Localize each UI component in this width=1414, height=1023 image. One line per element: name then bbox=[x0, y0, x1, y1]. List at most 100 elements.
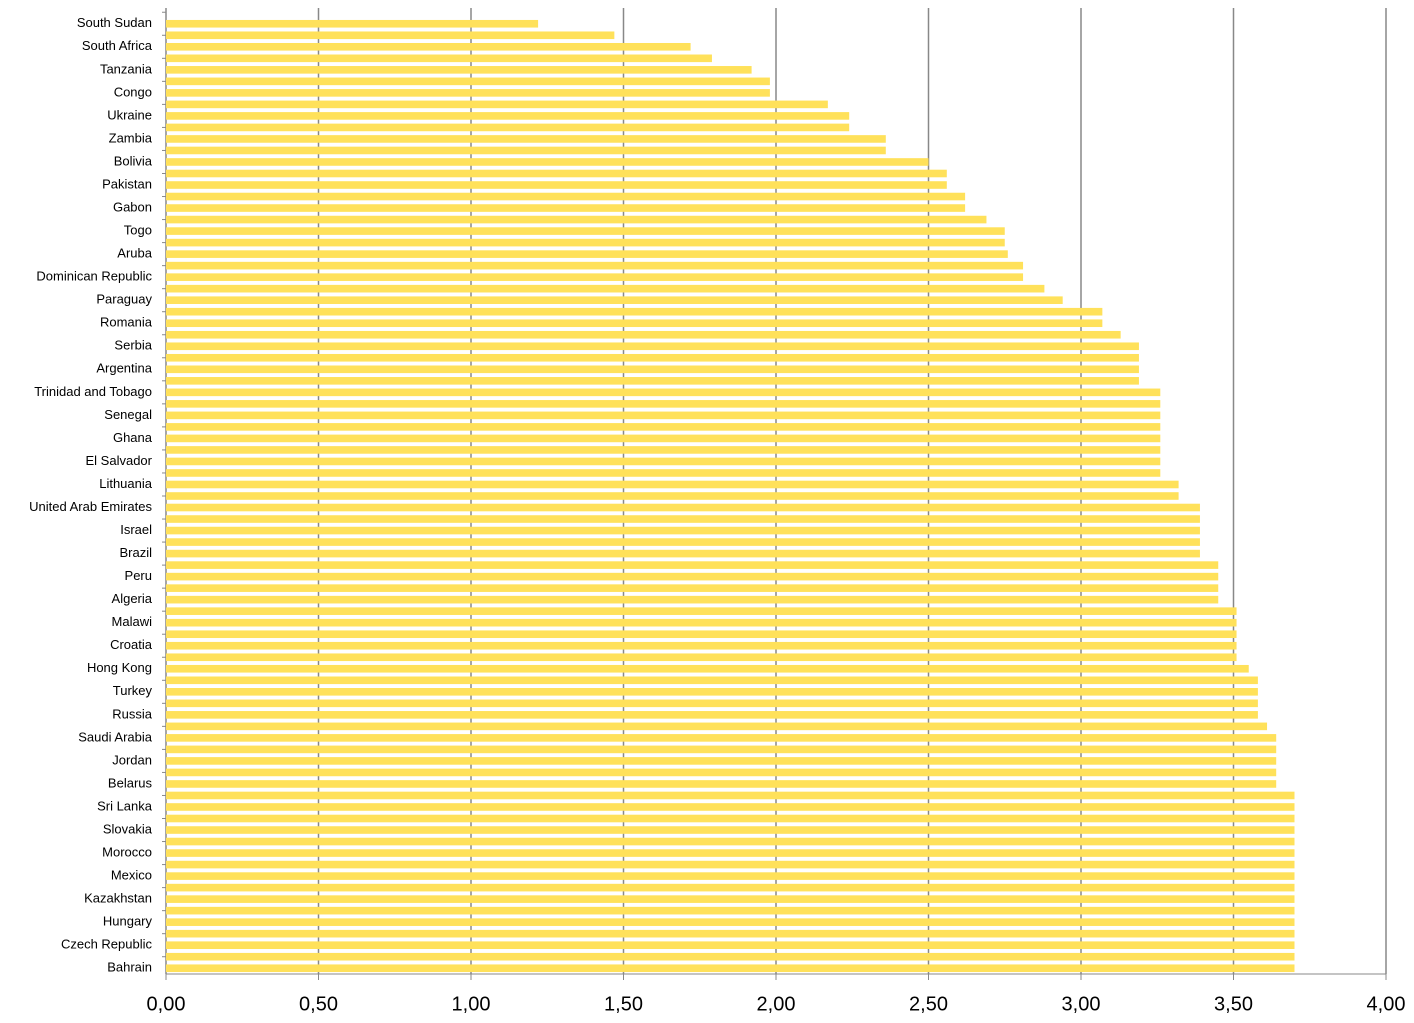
y-tick-label: Algeria bbox=[112, 591, 153, 606]
bar bbox=[166, 112, 850, 120]
bar bbox=[166, 307, 1103, 316]
x-tick-label: 2,50 bbox=[909, 993, 948, 1015]
y-tick-label: El Salvador bbox=[86, 453, 153, 468]
y-tick-label: Czech Republic bbox=[61, 937, 153, 952]
bar bbox=[166, 883, 1295, 892]
bar bbox=[166, 826, 1295, 834]
bar bbox=[166, 353, 1139, 362]
y-tick-label: Argentina bbox=[96, 361, 152, 376]
bar bbox=[166, 89, 770, 97]
y-tick-label: Pakistan bbox=[102, 176, 152, 191]
bar bbox=[166, 676, 1258, 685]
bar bbox=[166, 457, 1161, 466]
bar bbox=[166, 181, 947, 189]
x-tick-label: 0,00 bbox=[147, 993, 186, 1015]
x-tick-label: 2,00 bbox=[757, 993, 796, 1015]
y-tick-label: South Sudan bbox=[77, 15, 152, 30]
y-tick-label: Peru bbox=[125, 568, 152, 583]
bar bbox=[166, 31, 615, 40]
y-tick-label: Sri Lanka bbox=[97, 798, 153, 813]
bar bbox=[166, 780, 1277, 788]
y-tick-label: Senegal bbox=[104, 407, 152, 422]
y-tick-label: Hungary bbox=[103, 914, 153, 929]
y-tick-label: Morocco bbox=[102, 844, 152, 859]
bar bbox=[166, 146, 886, 155]
bar bbox=[166, 515, 1200, 523]
bar bbox=[166, 158, 929, 166]
y-tick-label: United Arab Emirates bbox=[29, 499, 152, 514]
y-tick-label: Zambia bbox=[109, 130, 153, 145]
bar bbox=[166, 860, 1295, 869]
y-tick-label: Belarus bbox=[108, 775, 153, 790]
bar bbox=[166, 42, 691, 51]
bar bbox=[166, 791, 1295, 800]
bar bbox=[166, 342, 1139, 351]
bar bbox=[166, 837, 1295, 846]
bar bbox=[166, 803, 1295, 811]
x-tick-label: 3,50 bbox=[1214, 993, 1253, 1015]
bar bbox=[166, 261, 1024, 270]
bar bbox=[166, 480, 1179, 489]
bar bbox=[166, 54, 712, 63]
y-tick-label: Mexico bbox=[111, 868, 152, 883]
bar bbox=[166, 688, 1258, 696]
bar bbox=[166, 699, 1258, 708]
y-tick-label: Kazakhstan bbox=[84, 891, 152, 906]
bar bbox=[166, 641, 1237, 650]
bar bbox=[166, 906, 1295, 915]
y-tick-label: Croatia bbox=[110, 637, 153, 652]
bar bbox=[166, 204, 966, 212]
bar bbox=[166, 768, 1277, 777]
bar bbox=[166, 941, 1295, 950]
bar bbox=[166, 238, 1005, 247]
bar bbox=[166, 19, 539, 28]
y-tick-label: Aruba bbox=[117, 246, 152, 261]
bar bbox=[166, 284, 1045, 293]
y-tick-label: Slovakia bbox=[103, 821, 153, 836]
bar bbox=[166, 388, 1161, 397]
bar bbox=[166, 377, 1139, 385]
bar bbox=[166, 400, 1161, 408]
bar bbox=[166, 584, 1219, 592]
bar bbox=[166, 434, 1161, 443]
bar bbox=[166, 250, 1008, 258]
bar bbox=[166, 100, 828, 109]
bar bbox=[166, 135, 886, 143]
bar bbox=[166, 734, 1277, 742]
bar bbox=[166, 538, 1200, 546]
bar bbox=[166, 123, 850, 132]
bar bbox=[166, 469, 1161, 477]
bar bbox=[166, 918, 1295, 926]
bar bbox=[166, 330, 1121, 339]
y-tick-label: Bolivia bbox=[114, 153, 153, 168]
y-tick-label: Ukraine bbox=[107, 107, 152, 122]
bar bbox=[166, 319, 1103, 328]
y-tick-label: Turkey bbox=[113, 683, 153, 698]
bar bbox=[166, 526, 1200, 535]
bar bbox=[166, 895, 1295, 903]
x-tick-label: 3,00 bbox=[1062, 993, 1101, 1015]
bar bbox=[166, 169, 947, 178]
bar bbox=[166, 952, 1295, 961]
bar bbox=[166, 66, 752, 74]
y-tick-label: Lithuania bbox=[99, 476, 153, 491]
bar bbox=[166, 630, 1237, 639]
y-tick-label: Brazil bbox=[119, 545, 152, 560]
y-tick-label: Trinidad and Tobago bbox=[34, 384, 152, 399]
bar bbox=[166, 492, 1179, 500]
bar bbox=[166, 273, 1024, 281]
y-tick-label: Saudi Arabia bbox=[78, 729, 152, 744]
bar bbox=[166, 411, 1161, 420]
bar bbox=[166, 77, 770, 86]
bar bbox=[166, 722, 1268, 731]
bar bbox=[166, 446, 1161, 454]
y-tick-label: Malawi bbox=[112, 614, 153, 629]
bar bbox=[166, 929, 1295, 938]
bar bbox=[166, 503, 1200, 512]
bar bbox=[166, 296, 1063, 304]
bar bbox=[166, 192, 966, 201]
x-tick-label: 1,00 bbox=[452, 993, 491, 1015]
bar bbox=[166, 711, 1258, 719]
x-tick-label: 4,00 bbox=[1367, 993, 1406, 1015]
